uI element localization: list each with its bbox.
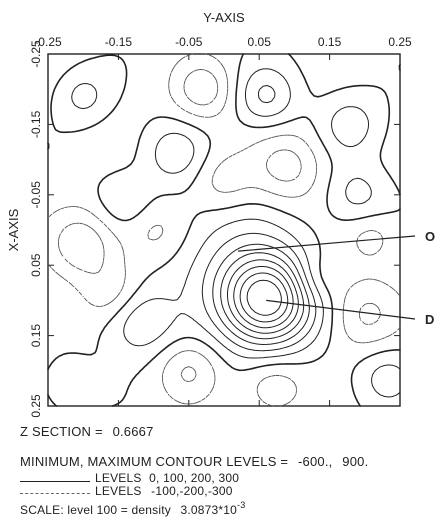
y-tick-label: -0.05 (29, 181, 43, 209)
y-tick-label: 0.05 (29, 253, 43, 277)
positive-contour (212, 243, 310, 345)
x-tick-labels: -0.25 -0.15 -0.05 0.05 0.15 0.25 (34, 35, 412, 49)
x-tick-label: 0.15 (318, 35, 342, 49)
negative-levels-legend: LEVELS -100,-200,-300 (95, 484, 233, 498)
scale-mantissa: 3.0873*10 (180, 503, 238, 517)
y-axis-label: X-AXIS (6, 208, 21, 251)
annotations: OD (238, 229, 435, 327)
min-level: -600. (298, 454, 329, 469)
annotation-label-d: D (425, 312, 434, 327)
negative-levels-values: -100,-200,-300 (151, 484, 233, 498)
positive-contour (220, 252, 305, 340)
positive-contour (233, 266, 294, 329)
y-tick-label: -0.25 (29, 40, 43, 68)
x-tick-label: -0.15 (105, 35, 133, 49)
negative-levels-line-sample (20, 493, 90, 494)
positive-contour (227, 259, 299, 334)
negative-contour (57, 69, 381, 383)
positive-levels-legend: LEVELS 0, 100, 200, 300 (95, 471, 240, 485)
scale-label: SCALE: level 100 = density (20, 503, 171, 517)
y-tick-labels: -0.25 -0.15 -0.05 0.05 0.15 0.25 (29, 40, 43, 418)
contour-range-line: MINIMUM, MAXIMUM CONTOUR LEVELS = -600.,… (20, 454, 369, 469)
z-section-label: Z SECTION = (20, 424, 103, 439)
z-section-value: 0.6667 (112, 424, 154, 439)
positive-contour (47, 53, 401, 407)
positive-contour (201, 85, 317, 352)
positive-contour (71, 68, 401, 398)
x-tick-label: 0.05 (248, 35, 272, 49)
annotation-label-o: O (425, 229, 435, 244)
annotation-leader-o (238, 235, 416, 252)
annotation-leader-d (266, 299, 416, 320)
x-axis-label: Y-AXIS (203, 10, 245, 25)
scale-exponent: -3 (237, 500, 246, 510)
negative-contour (47, 53, 401, 407)
positive-contour (239, 272, 289, 323)
positive-contour (246, 279, 282, 316)
contour-lines (47, 53, 401, 407)
plot-frame (47, 53, 401, 407)
x-tick-label: -0.05 (175, 35, 203, 49)
x-tick-label: -0.25 (34, 35, 62, 49)
x-tick-label: 0.25 (388, 35, 412, 49)
tick-marks (47, 53, 401, 407)
z-section-line: Z SECTION = 0.6667 (20, 424, 154, 439)
y-tick-label: -0.15 (29, 110, 43, 138)
scale-line: SCALE: level 100 = density 3.0873*10-3 (20, 500, 246, 517)
positive-levels-values: 0, 100, 200, 300 (149, 471, 240, 485)
y-tick-label: 0.25 (29, 394, 43, 418)
y-tick-label: 0.15 (29, 324, 43, 348)
contour-range-label: MINIMUM, MAXIMUM CONTOUR LEVELS = (20, 454, 289, 469)
positive-levels-line-sample (20, 481, 90, 482)
max-level: 900. (342, 454, 369, 469)
